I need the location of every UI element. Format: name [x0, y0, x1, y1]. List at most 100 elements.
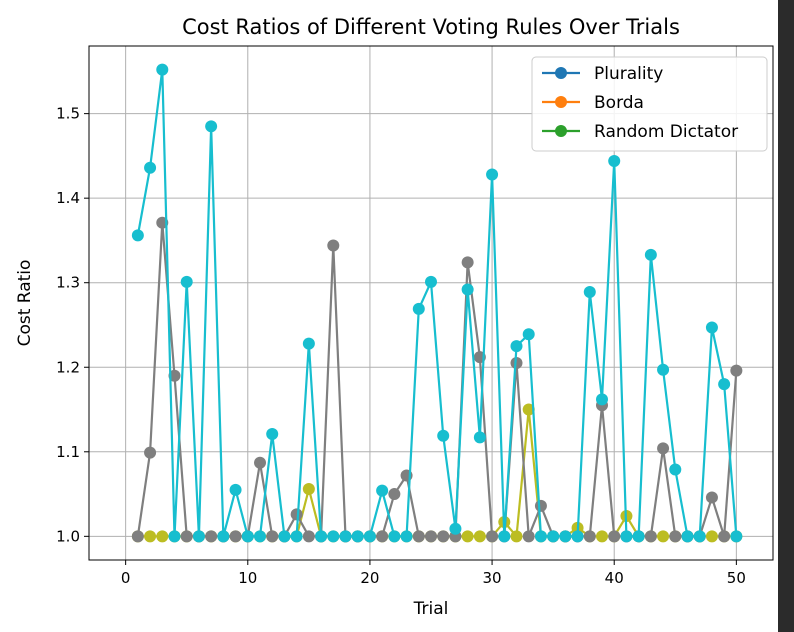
data-point — [254, 530, 266, 543]
data-point — [705, 321, 718, 334]
data-point — [131, 530, 144, 543]
data-point — [718, 530, 731, 543]
data-point — [596, 393, 608, 406]
x-tick-label: 50 — [727, 569, 746, 587]
data-point — [388, 488, 401, 501]
data-point — [510, 340, 523, 353]
legend-label: Plurality — [594, 64, 663, 84]
data-point — [730, 530, 743, 543]
data-point — [681, 530, 694, 543]
data-point — [705, 530, 718, 543]
data-point — [180, 275, 193, 288]
tick-layer: 0 10 20 30 40 50 1.0 1.1 1.2 1.3 1.4 1.5 — [56, 105, 746, 587]
legend-marker — [555, 96, 567, 108]
data-point — [644, 248, 657, 261]
data-point — [522, 403, 535, 416]
y-tick-label: 1.4 — [56, 189, 80, 207]
legend-marker — [555, 67, 567, 79]
data-point — [315, 530, 328, 543]
chart-figure: 0 10 20 30 40 50 1.0 1.1 1.2 1.3 1.4 1.5 Cost Ratio… — [0, 0, 778, 632]
data-point — [730, 364, 743, 377]
data-point — [461, 283, 474, 296]
data-point — [144, 161, 157, 174]
data-point — [266, 530, 279, 543]
legend-label: Borda — [594, 93, 644, 113]
data-point — [144, 446, 157, 459]
legend-label: Random Dictator — [594, 122, 738, 142]
data-point — [437, 530, 450, 543]
data-point — [620, 530, 633, 543]
data-point — [596, 530, 608, 543]
data-point — [339, 530, 352, 543]
data-point — [229, 483, 242, 496]
data-point — [302, 482, 315, 495]
data-point — [278, 530, 291, 543]
data-point — [510, 530, 523, 543]
legend: Plurality Borda Random Dictator — [531, 56, 768, 152]
data-point — [632, 530, 645, 543]
data-point — [693, 530, 706, 543]
data-point — [144, 530, 157, 543]
x-tick-label: 20 — [360, 569, 379, 587]
data-point — [168, 369, 181, 382]
y-tick-label: 1.2 — [56, 358, 80, 376]
data-point — [534, 499, 547, 512]
data-point — [376, 530, 389, 543]
data-point — [534, 530, 547, 543]
data-point — [351, 530, 364, 543]
data-point — [131, 229, 144, 242]
data-point — [327, 239, 340, 252]
data-point — [657, 442, 670, 455]
y-tick-label: 1.3 — [56, 274, 80, 292]
data-point — [449, 522, 462, 535]
data-point — [217, 530, 230, 543]
data-point — [657, 530, 670, 543]
data-point — [156, 530, 169, 543]
y-axis-label: Cost Ratio — [15, 260, 35, 347]
data-point — [486, 530, 499, 543]
data-point — [669, 530, 682, 543]
data-point — [241, 530, 254, 543]
data-point — [363, 530, 376, 543]
x-tick-label: 0 — [121, 569, 131, 587]
chart-canvas: 0 10 20 30 40 50 1.0 1.1 1.2 1.3 1.4 1.5 Cost Ratio… — [15, 15, 774, 619]
data-point — [168, 530, 181, 543]
data-point — [718, 378, 731, 391]
x-tick-label: 40 — [605, 569, 624, 587]
series-line — [136, 221, 738, 538]
series-layer — [131, 63, 743, 543]
data-point — [400, 530, 413, 543]
data-point — [583, 286, 596, 299]
data-point — [608, 154, 621, 167]
data-point — [156, 63, 169, 76]
data-point — [254, 456, 266, 469]
x-tick-label: 10 — [238, 569, 257, 587]
legend-marker — [555, 125, 567, 137]
data-point — [388, 530, 401, 543]
data-point — [425, 530, 437, 543]
data-point — [547, 530, 560, 543]
data-point — [376, 484, 389, 497]
data-point — [302, 530, 315, 543]
legend-box — [531, 56, 768, 152]
data-point — [425, 275, 437, 288]
data-point — [583, 530, 596, 543]
data-point — [461, 256, 474, 269]
data-point — [461, 530, 474, 543]
data-point — [498, 530, 511, 543]
data-point — [205, 120, 218, 133]
data-point — [437, 429, 450, 442]
data-point — [559, 530, 572, 543]
data-point — [290, 530, 303, 543]
data-point — [180, 530, 193, 543]
data-point — [229, 530, 242, 543]
data-point — [266, 428, 279, 441]
data-point — [473, 530, 486, 543]
x-tick-label: 30 — [483, 569, 502, 587]
data-point — [644, 530, 657, 543]
data-point — [522, 328, 535, 341]
data-point — [571, 530, 584, 543]
data-point — [657, 363, 670, 376]
data-point — [412, 302, 425, 315]
data-point — [486, 168, 499, 181]
